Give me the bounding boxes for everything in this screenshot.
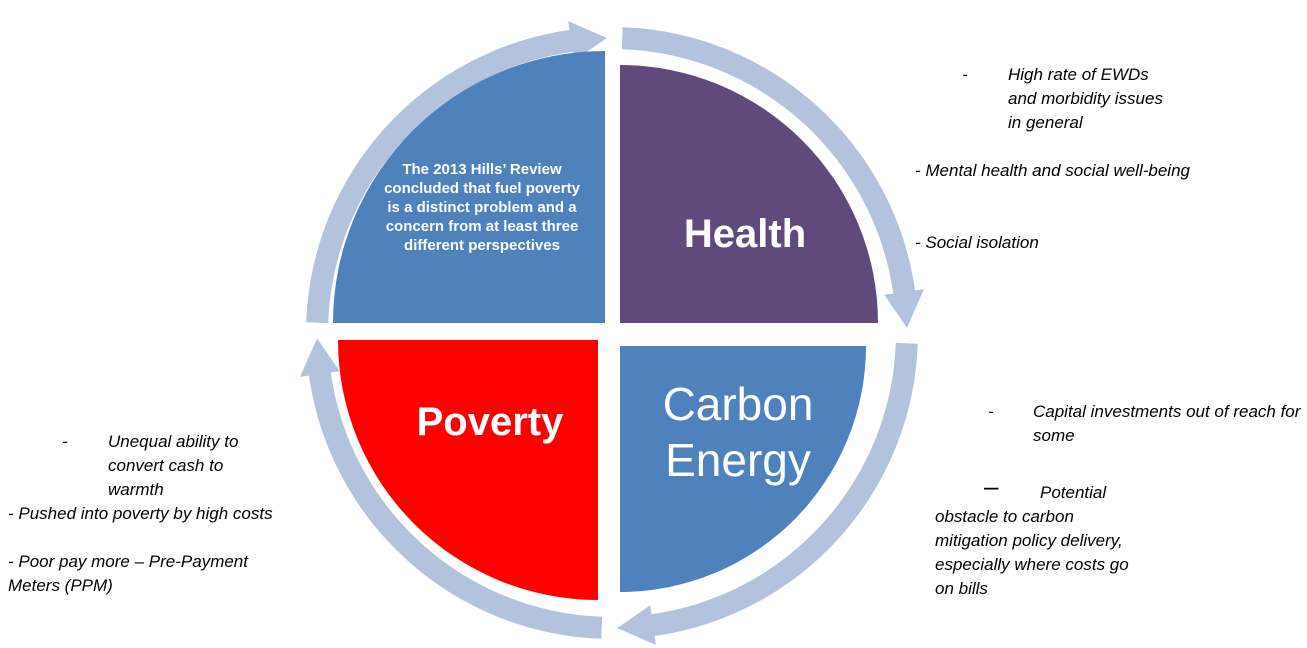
carbon-label: Carbon Energy xyxy=(662,378,814,486)
cycle-arrow xyxy=(300,338,603,639)
health-note: - Social isolation xyxy=(915,233,1039,252)
poverty-note: - Poor pay more – Pre-Payment Meters (PP… xyxy=(8,552,248,595)
quadrant-bottom-right xyxy=(620,346,866,592)
carbon-note: Potential obstacle to carbon mitigation … xyxy=(935,483,1129,598)
cycle-arrows xyxy=(300,21,924,645)
carbon-note: Capital investments out of reach for som… xyxy=(1033,402,1301,445)
cycle-arrow xyxy=(306,21,607,324)
quadrant-top-right xyxy=(620,65,878,323)
center-text: The 2013 Hills’ Review concluded that fu… xyxy=(384,161,580,254)
quadrant-top-left xyxy=(333,51,605,323)
carbon-marker: - xyxy=(988,402,994,421)
poverty-note: Unequal ability to convert cash to warmt… xyxy=(108,432,239,499)
health-note: High rate of EWDs and morbidity issues i… xyxy=(1008,65,1163,132)
poverty-label: Poverty xyxy=(416,400,564,444)
carbon-marker: – xyxy=(984,471,999,501)
poverty-marker: - xyxy=(62,432,68,451)
health-label: Health xyxy=(683,212,807,256)
health-note: - Mental health and social well-being xyxy=(915,161,1190,180)
poverty-note: - Pushed into poverty by high costs xyxy=(8,504,273,523)
cycle-arrow xyxy=(621,27,924,328)
cycle-arrow xyxy=(617,342,918,645)
quadrant-bottom-left xyxy=(338,340,598,600)
health-marker: - xyxy=(962,65,968,84)
